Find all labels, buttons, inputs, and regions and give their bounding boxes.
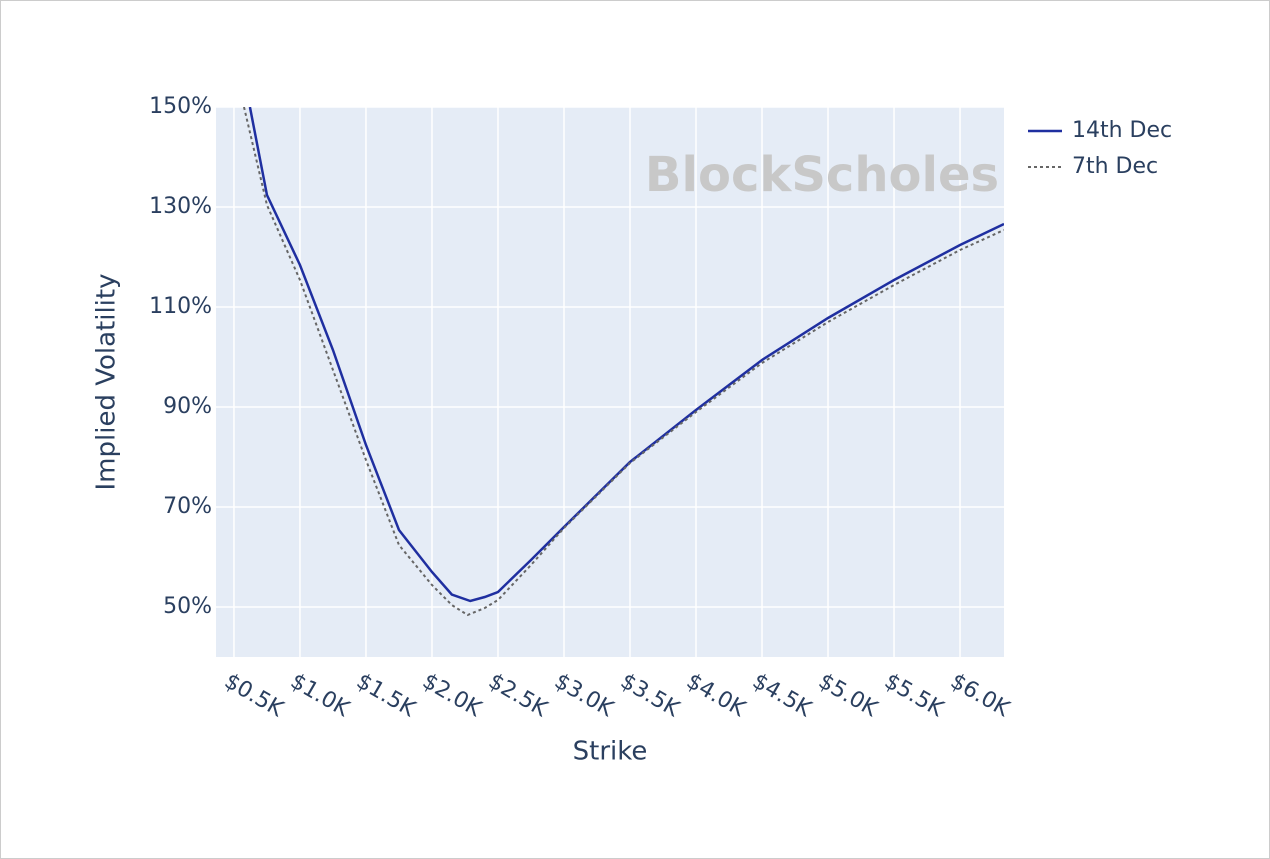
y-tick-label: 130% [149,194,212,219]
legend-label: 14th Dec [1072,118,1172,143]
y-tick-label: 50% [163,594,212,619]
plot-area [216,107,1004,657]
y-tick-label: 70% [163,494,212,519]
y-tick-label: 150% [149,94,212,119]
x-axis-title: Strike [573,737,648,767]
watermark: BlockScholes [645,147,999,203]
series-line [248,107,1004,603]
series-line [243,107,1004,617]
legend-label: 7th Dec [1072,154,1158,179]
y-tick-label: 110% [149,294,212,319]
y-axis-title: Implied Volatility [92,274,122,491]
y-tick-label: 90% [163,394,212,419]
